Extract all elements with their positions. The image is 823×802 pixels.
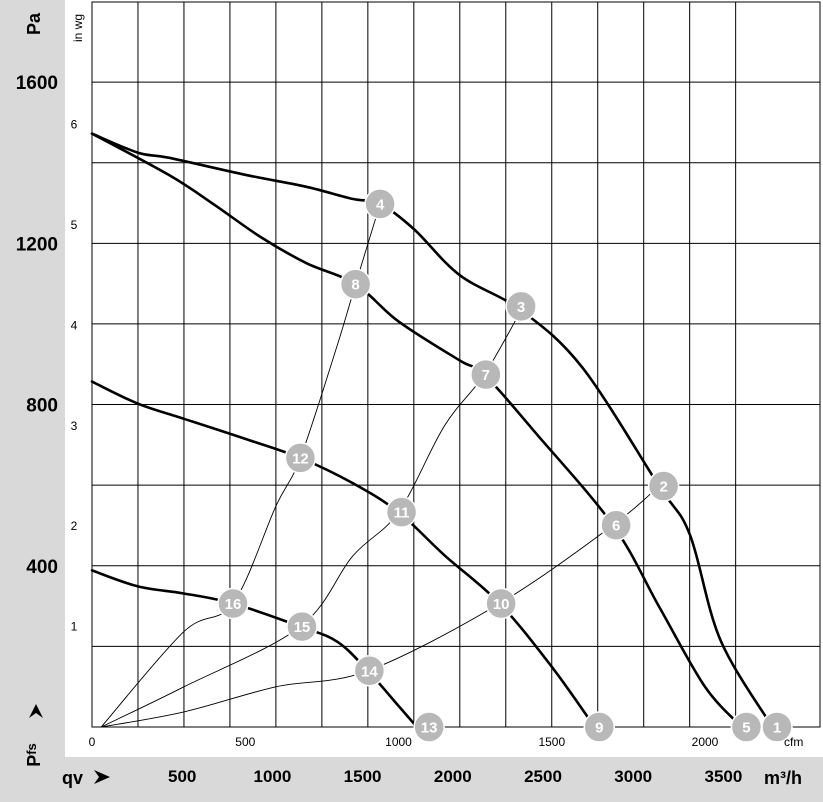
x-unit-m3h: m³/h [764, 768, 802, 788]
operating-point-marker [413, 711, 445, 743]
operating-point-marker [470, 358, 502, 391]
pa-tick-label: 400 [26, 557, 58, 578]
operating-point-label: 16 [225, 596, 242, 613]
x-axis-arrow-icon [94, 770, 110, 784]
m3h-tick-label: 500 [168, 767, 196, 786]
cfm-tick-label: 0 [89, 735, 96, 749]
system-curve [101, 310, 522, 728]
operating-point-label: 4 [376, 196, 385, 213]
fan-curves [90, 132, 774, 729]
operating-point-label: 5 [742, 720, 750, 737]
operating-point-label: 13 [421, 720, 438, 737]
y-unit-pa: Pa [24, 12, 44, 35]
operating-point-marker [353, 655, 386, 687]
operating-point-marker [286, 610, 318, 643]
operating-point-label: 3 [517, 299, 525, 316]
operating-point-label: 9 [595, 720, 603, 737]
operating-point-marker [339, 268, 372, 300]
operating-point-label: 11 [394, 505, 410, 522]
fan-curve [90, 132, 774, 729]
m3h-tick-label: 3000 [614, 767, 652, 786]
m3h-tick-label: 1000 [253, 767, 291, 786]
inwg-tick-label: 5 [71, 218, 78, 232]
operating-point-label: 10 [493, 596, 510, 613]
inwg-tick-label: 6 [71, 118, 78, 132]
y-unit-inwg: in wg [71, 14, 85, 42]
system-curve [100, 203, 381, 728]
operating-point-label: 6 [612, 518, 620, 535]
bottom-axis-band [0, 757, 823, 802]
cfm-tick-label: 1500 [538, 735, 565, 749]
x-unit-cfm: cfm [784, 735, 803, 749]
left-axis-band [0, 0, 65, 802]
operating-point-marker [647, 470, 680, 502]
cfm-tick-label: 2000 [692, 735, 719, 749]
operating-point-marker [505, 290, 537, 323]
y-axis-arrow-icon [29, 704, 43, 718]
operating-point-marker [583, 711, 616, 743]
operating-point-marker [600, 509, 632, 541]
m3h-tick-label: 1500 [344, 767, 382, 786]
x-axis-label: qv [62, 768, 83, 788]
operating-point-marker [217, 587, 249, 620]
operating-point-label: 1 [773, 720, 781, 737]
plot-frame [91, 1, 821, 728]
operating-point-marker [385, 496, 418, 528]
m3h-tick-label: 2000 [434, 767, 472, 786]
pa-tick-label: 800 [26, 396, 58, 417]
operating-point-label: 15 [294, 619, 311, 636]
inwg-tick-label: 3 [71, 419, 78, 433]
inwg-tick-label: 1 [71, 620, 78, 634]
pa-tick-label: 1200 [16, 234, 58, 255]
system-curve [101, 485, 660, 728]
cfm-tick-label: 500 [235, 735, 255, 749]
operating-point-label: 12 [292, 450, 309, 467]
operating-point-label: 2 [659, 479, 667, 496]
cfm-tick-label: 1000 [385, 735, 412, 749]
system-curves [100, 203, 660, 728]
inwg-tick-label: 4 [71, 318, 78, 332]
operating-point-label: 7 [482, 367, 490, 384]
operating-point-marker [730, 711, 763, 743]
inwg-tick-label: 2 [71, 519, 78, 533]
y-axis-label: Pfs [24, 743, 44, 767]
operating-point-label: 14 [361, 663, 378, 680]
m3h-tick-label: 2500 [524, 767, 562, 786]
grid [92, 2, 820, 727]
operating-point-marker [485, 587, 517, 620]
fan-curve [90, 132, 744, 729]
operating-point-marker [364, 188, 396, 220]
fan-curve [90, 380, 596, 729]
operating-point-label: 8 [351, 277, 359, 294]
m3h-tick-label: 3500 [704, 767, 742, 786]
pa-tick-label: 1600 [16, 73, 58, 94]
operating-point-marker [284, 442, 317, 474]
